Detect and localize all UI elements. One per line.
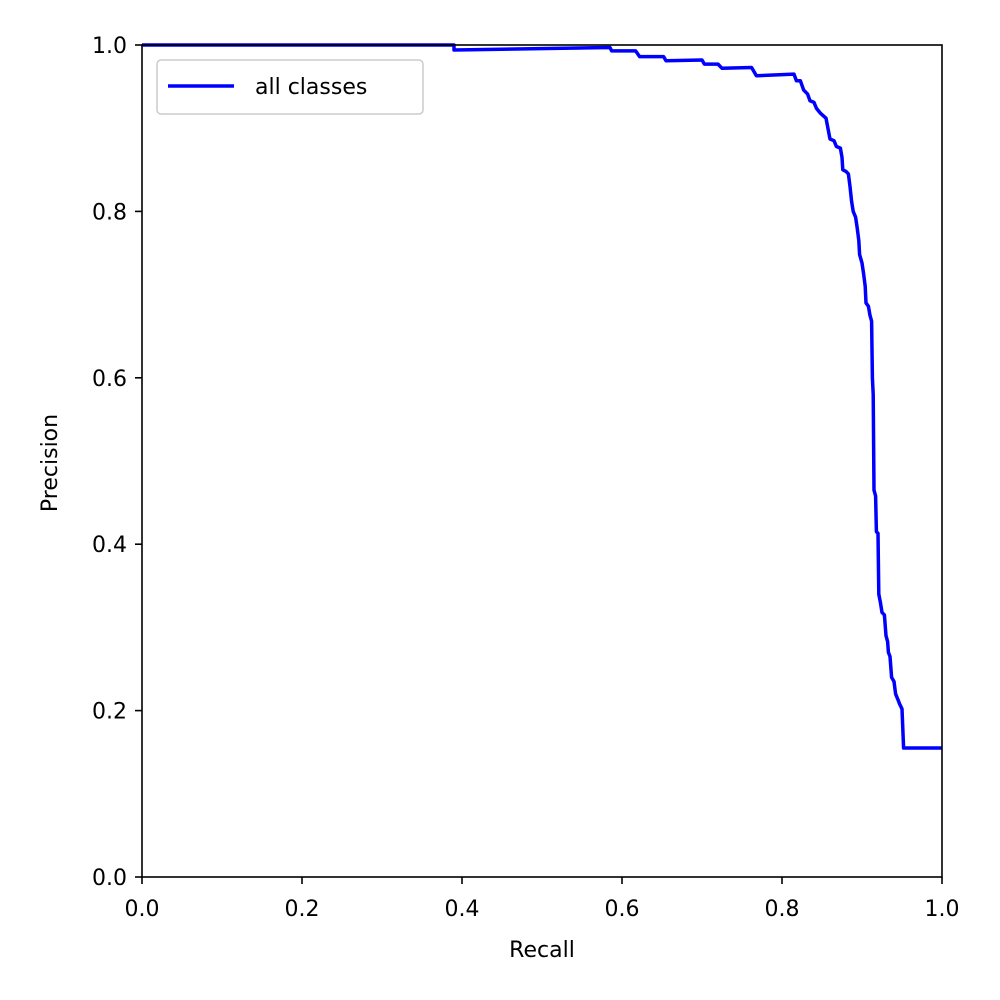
- y-tick-label: 0.0: [92, 866, 127, 891]
- plot-area: [141, 43, 943, 878]
- legend-box: [156, 59, 424, 115]
- y-tick-label: 0.6: [92, 367, 127, 392]
- legend: all classes: [156, 59, 424, 115]
- legend-label-all-classes: all classes: [255, 75, 367, 100]
- x-tick-label: 0.0: [125, 897, 160, 922]
- axis-ticks: 0.0 0.2 0.4 0.6 0.8 1.0 0.0 0.2 0.4 0.6 0.8 1.0: [92, 34, 960, 922]
- y-tick-label: 0.4: [92, 533, 127, 558]
- y-tick-label: 0.8: [92, 200, 127, 225]
- axes-frame: [141, 44, 943, 878]
- y-tick-label: 0.2: [92, 700, 127, 725]
- x-tick-label: 0.8: [765, 897, 800, 922]
- x-tick-label: 0.2: [285, 897, 320, 922]
- y-tick-label: 1.0: [92, 34, 127, 59]
- x-tick-label: 0.4: [445, 897, 480, 922]
- x-tick-label: 0.6: [605, 897, 640, 922]
- x-tick-label: 1.0: [925, 897, 960, 922]
- x-axis-label: Recall: [509, 938, 575, 963]
- y-axis-label: Precision: [38, 414, 63, 512]
- series-line-all-classes: [142, 43, 942, 750]
